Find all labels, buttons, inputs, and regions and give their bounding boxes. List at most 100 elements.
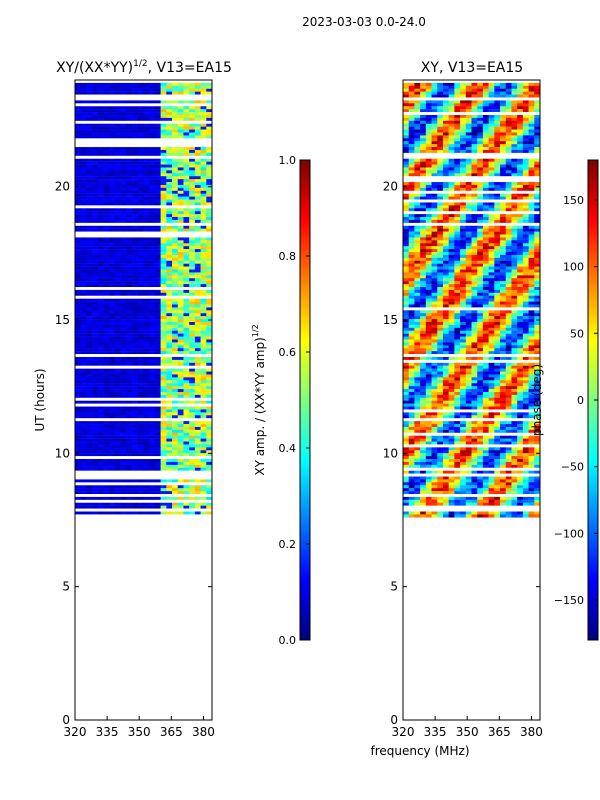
- heatmap-cell: [534, 144, 540, 148]
- heatmap-cell: [149, 190, 156, 194]
- heatmap-cell: [154, 228, 161, 232]
- heatmap-cell: [160, 313, 167, 317]
- heatmap-cell: [189, 158, 196, 162]
- heatmap-cell: [465, 91, 472, 95]
- heatmap-cell: [97, 342, 104, 346]
- heatmap-cell: [517, 304, 524, 308]
- heatmap-cell: [471, 225, 478, 229]
- heatmap-cell: [177, 496, 184, 501]
- heatmap-cell: [477, 351, 484, 355]
- heatmap-cell: [500, 240, 507, 244]
- heatmap-cell: [114, 310, 121, 314]
- heatmap-cell: [103, 505, 110, 509]
- heatmap-cell: [160, 202, 167, 206]
- heatmap-cell: [183, 359, 190, 364]
- heatmap-cell: [132, 432, 139, 436]
- heatmap-cell: [86, 252, 93, 256]
- heatmap-cell: [92, 359, 99, 364]
- heatmap-cell: [471, 298, 478, 302]
- heatmap-cell: [200, 444, 207, 448]
- heatmap-cell: [75, 450, 82, 454]
- heatmap-cell: [425, 292, 432, 296]
- heatmap-cell: [425, 114, 432, 119]
- heatmap-cell: [97, 453, 104, 457]
- heatmap-cell: [177, 421, 184, 425]
- heatmap-cell: [172, 336, 179, 340]
- heatmap-cell: [97, 85, 104, 89]
- heatmap-cell: [420, 129, 427, 133]
- heatmap-cell: [460, 281, 467, 285]
- heatmap-cell: [137, 164, 144, 168]
- heatmap-cell: [75, 316, 82, 320]
- heatmap-cell: [500, 120, 507, 124]
- heatmap-cell: [109, 374, 116, 378]
- heatmap-cell: [420, 327, 427, 331]
- heatmap-cell: [160, 272, 167, 276]
- colorbar-tick-label: 0.2: [279, 538, 297, 551]
- heatmap-cell: [114, 368, 121, 372]
- heatmap-cell: [528, 278, 535, 282]
- heatmap-cell: [166, 450, 173, 454]
- heatmap-cell: [137, 321, 144, 326]
- heatmap-cell: [86, 106, 93, 110]
- heatmap-cell: [75, 149, 82, 154]
- heatmap-cell: [189, 132, 196, 136]
- heatmap-cell: [448, 257, 455, 261]
- heatmap-cell: [143, 421, 150, 425]
- heatmap-cell: [137, 173, 144, 177]
- heatmap-cell: [522, 321, 529, 326]
- heatmap-cell: [206, 240, 212, 244]
- heatmap-cell: [103, 348, 110, 352]
- heatmap-cell: [166, 123, 173, 127]
- heatmap-cell: [114, 152, 121, 157]
- heatmap-cell: [189, 447, 196, 451]
- heatmap-cell: [194, 368, 201, 372]
- heatmap-cell: [420, 164, 427, 168]
- heatmap-cell: [522, 348, 529, 352]
- heatmap-cell: [494, 260, 501, 264]
- left-ylabel: UT (hours): [33, 368, 47, 431]
- heatmap-cell: [109, 421, 116, 425]
- heatmap-cell: [92, 432, 99, 436]
- heatmap-cell: [103, 126, 110, 130]
- heatmap-cell: [482, 184, 489, 189]
- heatmap-cell: [126, 263, 133, 267]
- heatmap-cell: [114, 202, 121, 206]
- heatmap-cell: [494, 202, 501, 206]
- heatmap-cell: [177, 485, 184, 489]
- heatmap-cell: [437, 123, 444, 127]
- heatmap-cell: [494, 103, 501, 107]
- heatmap-cell: [149, 310, 156, 314]
- heatmap-cell: [132, 196, 139, 200]
- heatmap-cell: [149, 453, 156, 457]
- heatmap-cell: [189, 351, 196, 355]
- heatmap-cell: [177, 275, 184, 279]
- heatmap-cell: [154, 426, 161, 431]
- heatmap-cell: [120, 275, 127, 279]
- heatmap-cell: [425, 138, 432, 142]
- heatmap-cell: [454, 313, 461, 317]
- heatmap-cell: [189, 272, 196, 276]
- heatmap-cell: [200, 278, 207, 282]
- heatmap-cell: [103, 252, 110, 256]
- heatmap-cell: [425, 275, 432, 279]
- heatmap-cell: [103, 319, 110, 323]
- heatmap-cell: [183, 149, 190, 154]
- heatmap-cell: [200, 184, 207, 189]
- heatmap-cell: [460, 313, 467, 317]
- heatmap-cell: [132, 424, 139, 428]
- heatmap-cell: [75, 383, 82, 387]
- heatmap-cell: [500, 336, 507, 340]
- heatmap-cell: [132, 132, 139, 136]
- heatmap-cell: [448, 123, 455, 127]
- heatmap-cell: [482, 173, 489, 177]
- heatmap-cell: [97, 263, 104, 267]
- heatmap-cell: [80, 106, 87, 110]
- heatmap-cell: [103, 336, 110, 340]
- heatmap-cell: [92, 132, 99, 136]
- heatmap-cell: [166, 324, 173, 329]
- heatmap-cell: [177, 371, 184, 375]
- heatmap-cell: [505, 228, 512, 232]
- heatmap-cell: [143, 184, 150, 189]
- heatmap-cell: [505, 205, 512, 209]
